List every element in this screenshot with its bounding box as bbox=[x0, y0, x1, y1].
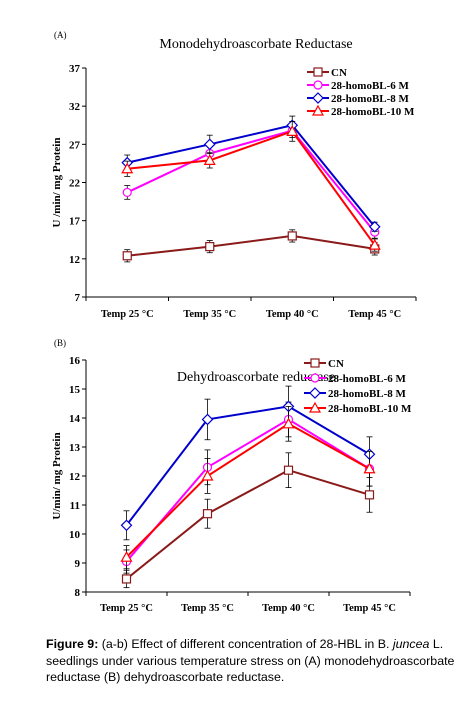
data-point bbox=[286, 125, 299, 136]
y-tick-label: 13 bbox=[69, 442, 81, 454]
series-28-homobl-10-m bbox=[120, 405, 376, 570]
series-line bbox=[125, 422, 370, 558]
y-tick-label: 17 bbox=[69, 216, 81, 228]
data-point bbox=[120, 550, 133, 562]
legend-marker bbox=[309, 387, 321, 399]
caption-text-2: L. seedlings under various temperature s… bbox=[46, 637, 455, 684]
data-point bbox=[203, 154, 216, 165]
data-point bbox=[122, 187, 132, 198]
x-tick-label: Temp 45 °C bbox=[343, 603, 396, 614]
x-tick-label: Temp 40 °C bbox=[266, 309, 319, 320]
y-tick-label: 7 bbox=[75, 292, 81, 304]
series-line bbox=[127, 130, 376, 246]
series-line bbox=[125, 405, 371, 526]
y-axis-label: U/min/ mg Protein bbox=[51, 432, 63, 519]
y-tick-label: 32 bbox=[69, 101, 81, 113]
x-tick-label: Temp 25 °C bbox=[100, 603, 153, 614]
data-point bbox=[205, 242, 215, 252]
y-tick-label: 9 bbox=[75, 558, 81, 570]
legend-label: 28-homoBL-10 M bbox=[331, 106, 415, 118]
legend-marker bbox=[308, 401, 322, 413]
legend-label: 28-homoBL-10 M bbox=[328, 403, 412, 415]
data-point bbox=[203, 138, 216, 151]
data-point bbox=[287, 231, 297, 241]
y-tick-label: 8 bbox=[75, 587, 81, 599]
panel-label: (A) bbox=[54, 30, 67, 40]
legend-marker bbox=[310, 358, 320, 368]
panel-label: (B) bbox=[54, 338, 66, 348]
chart-title: Monodehydroascorbate Reductase bbox=[159, 37, 352, 52]
data-point bbox=[121, 162, 134, 174]
series-line bbox=[125, 469, 370, 580]
chart-panel-b: (B) Dehydroascorbate reductase 8 9 10 11 12 13 1… bbox=[51, 338, 412, 614]
series-line bbox=[126, 129, 376, 233]
series-cn bbox=[122, 229, 380, 263]
data-point bbox=[282, 417, 295, 429]
data-point bbox=[364, 490, 375, 500]
chart-panel-a: (A) Monodehydroascorbate Reductase 7 12 17 22… bbox=[51, 30, 417, 320]
x-tick-label: Temp 35 °C bbox=[183, 309, 236, 320]
series-28-homobl-10-m bbox=[121, 121, 381, 252]
legend-marker bbox=[310, 373, 320, 383]
y-tick-label: 14 bbox=[69, 413, 81, 425]
y-tick-label: 11 bbox=[70, 500, 80, 512]
y-tick-label: 37 bbox=[69, 63, 81, 75]
series-line bbox=[125, 418, 371, 563]
caption-label: Figure 9: bbox=[46, 637, 99, 651]
data-point bbox=[120, 519, 133, 532]
data-point bbox=[363, 462, 376, 474]
legend-marker bbox=[313, 80, 323, 90]
y-tick-label: 27 bbox=[69, 139, 81, 151]
data-point bbox=[202, 509, 213, 519]
y-tick-label: 12 bbox=[69, 471, 81, 483]
x-tick-label: Temp 35 °C bbox=[181, 603, 234, 614]
legend-marker bbox=[312, 92, 324, 104]
data-point bbox=[121, 574, 132, 584]
data-point bbox=[201, 413, 214, 426]
data-point bbox=[368, 238, 381, 250]
x-tick-label: Temp 45 °C bbox=[348, 309, 401, 320]
series-line bbox=[127, 124, 376, 228]
series-cn bbox=[121, 452, 375, 589]
legend-label: 28-homoBL-6 M bbox=[331, 80, 410, 92]
y-tick-label: 15 bbox=[69, 384, 81, 396]
y-axis-label: U /min/ mg Protein bbox=[51, 138, 63, 228]
data-point bbox=[201, 469, 214, 481]
legend-marker bbox=[313, 67, 323, 77]
caption-species: juncea bbox=[392, 637, 430, 651]
series-line bbox=[127, 234, 375, 257]
caption-text-1: (a-b) Effect of different concentration … bbox=[98, 637, 393, 651]
legend-label: 28-homoBL-6 M bbox=[328, 373, 407, 385]
x-tick-label: Temp 25 °C bbox=[101, 309, 154, 320]
legend-label: CN bbox=[328, 358, 344, 370]
data-point bbox=[368, 220, 381, 233]
series-28-homobl-8-m bbox=[121, 115, 381, 233]
y-tick-label: 10 bbox=[69, 529, 81, 541]
y-tick-label: 22 bbox=[69, 178, 81, 190]
figure-caption: Figure 9: (a-b) Effect of different conc… bbox=[46, 636, 458, 686]
legend-marker bbox=[311, 104, 325, 116]
chart-title: Dehydroascorbate reductase bbox=[177, 370, 335, 385]
data-point bbox=[122, 251, 132, 261]
x-tick-label: Temp 40 °C bbox=[262, 603, 315, 614]
legend-label: CN bbox=[331, 67, 347, 79]
y-tick-label: 16 bbox=[69, 355, 81, 367]
y-tick-label: 12 bbox=[69, 254, 81, 266]
legend-label: 28-homoBL-8 M bbox=[328, 388, 407, 400]
data-point bbox=[283, 465, 294, 475]
legend-label: 28-homoBL-8 M bbox=[331, 93, 410, 105]
